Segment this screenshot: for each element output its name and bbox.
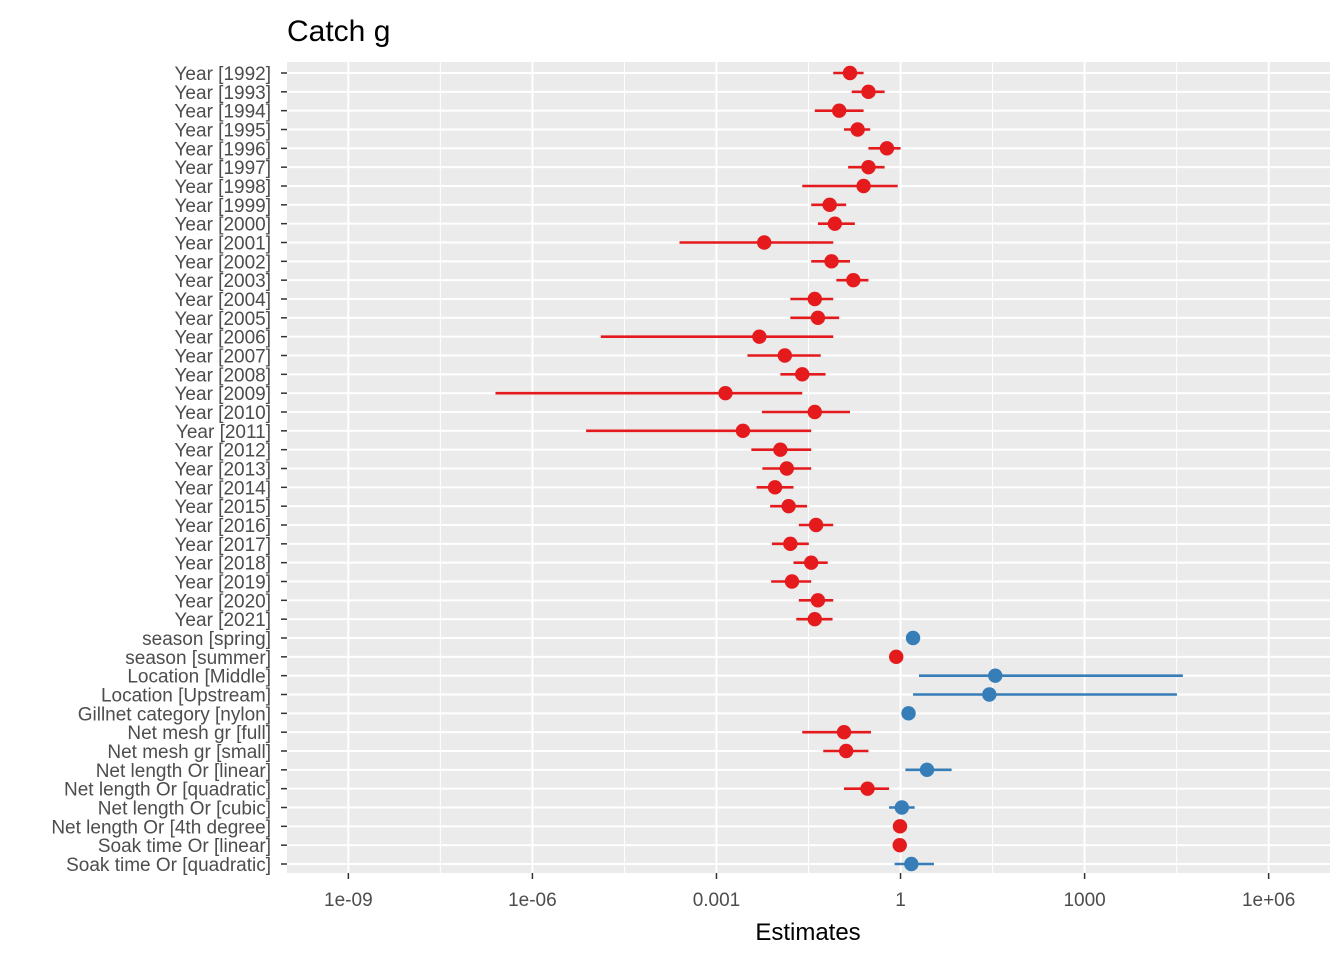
y-tick-label: Net mesh gr [full]	[127, 723, 271, 744]
estimate-point	[838, 743, 854, 759]
estimate-point	[827, 216, 843, 231]
y-tick-label: Net length Or [cubic]	[98, 799, 271, 820]
y-tick-label: Year [1997]	[175, 158, 272, 179]
estimate-point	[795, 367, 810, 382]
x-tick-label: 1e+06	[1242, 890, 1295, 911]
y-tick-label: Gillnet category [nylon]	[78, 704, 271, 725]
x-axis-title: Estimates	[755, 919, 860, 946]
y-tick-label: Location [Middle]	[127, 667, 271, 688]
chart-title: Catch g	[287, 15, 390, 48]
y-axis: Year [1992]Year [1993]Year [1994]Year [1…	[51, 64, 287, 876]
estimate-point	[988, 668, 1003, 683]
y-tick-label: Net length Or [quadratic]	[64, 780, 271, 801]
estimate-point	[807, 291, 822, 307]
y-tick-label: Year [2020]	[175, 591, 272, 612]
estimate-point	[767, 480, 783, 495]
y-tick-label: Year [2006]	[175, 328, 272, 349]
estimate-point	[888, 649, 904, 665]
estimate-point	[904, 856, 919, 872]
y-tick-label: Year [2017]	[175, 535, 272, 556]
estimate-point	[807, 404, 822, 420]
y-tick-label: Year [2002]	[175, 252, 272, 273]
estimate-point	[892, 837, 907, 853]
estimate-point	[808, 517, 824, 533]
y-tick-label: Soak time Or [linear]	[98, 836, 271, 857]
estimate-point	[905, 630, 921, 646]
estimate-point	[842, 65, 858, 81]
estimate-point	[850, 122, 865, 137]
estimate-point	[735, 423, 751, 439]
estimate-point	[861, 159, 876, 175]
estimate-point	[810, 593, 826, 608]
y-tick-label: Year [2004]	[175, 290, 272, 311]
y-tick-label: Year [2018]	[175, 554, 272, 575]
estimate-point	[836, 724, 852, 740]
y-tick-label: Year [2005]	[175, 309, 272, 330]
y-tick-label: Year [2021]	[175, 610, 272, 631]
y-tick-label: Year [2007]	[175, 347, 272, 368]
x-axis: 1e-09 1e-06 0.001 1 1000 1e+06	[324, 873, 1295, 911]
y-tick-label: Year [2013]	[175, 460, 272, 481]
y-tick-label: Year [2019]	[175, 573, 272, 594]
estimate-point	[807, 611, 822, 627]
estimate-point	[779, 461, 794, 476]
estimate-point	[718, 385, 733, 401]
estimate-point	[894, 800, 910, 815]
estimate-point	[879, 141, 895, 156]
estimate-points	[718, 65, 1003, 872]
estimate-point	[752, 329, 767, 344]
estimate-point	[783, 536, 798, 552]
y-tick-label: Year [2014]	[175, 478, 272, 499]
estimate-point	[810, 310, 826, 326]
y-tick-label: Net mesh gr [small]	[107, 742, 271, 763]
y-tick-label: Year [2003]	[175, 271, 272, 292]
y-tick-label: Year [2016]	[175, 516, 272, 537]
estimate-point	[982, 687, 997, 702]
estimate-point	[846, 272, 861, 288]
y-tick-label: Year [2000]	[175, 215, 272, 236]
estimate-point	[784, 574, 800, 589]
estimate-point	[757, 235, 772, 250]
y-tick-label: Soak time Or [quadratic]	[66, 855, 271, 876]
y-tick-label: Year [1998]	[175, 177, 272, 198]
estimate-point	[861, 84, 876, 100]
y-tick-label: Year [2009]	[175, 384, 272, 405]
y-tick-label: season [summer]	[125, 648, 271, 669]
estimate-point	[901, 706, 916, 721]
y-tick-label: Year [2008]	[175, 365, 272, 386]
y-tick-label: Year [1992]	[175, 64, 272, 85]
estimate-point	[824, 254, 839, 269]
estimate-point	[781, 498, 796, 514]
y-tick-label: Location [Upstream]	[101, 686, 271, 707]
x-tick-label: 1e-09	[324, 890, 373, 911]
y-tick-label: Year [2001]	[175, 234, 272, 255]
y-tick-label: Year [1993]	[175, 83, 272, 104]
estimate-point	[822, 197, 837, 213]
y-tick-label: Year [2010]	[175, 403, 272, 424]
x-tick-label: 0.001	[693, 890, 741, 911]
y-tick-label: Year [2011]	[176, 422, 271, 443]
x-tick-label: 1e-06	[508, 890, 557, 911]
estimate-point	[804, 555, 819, 570]
y-tick-label: Year [1995]	[175, 121, 272, 142]
estimate-point	[856, 178, 871, 194]
estimate-point	[860, 781, 875, 796]
y-tick-label: Year [1996]	[175, 139, 272, 160]
estimate-point	[831, 103, 847, 118]
y-tick-label: Year [2012]	[175, 441, 272, 462]
x-tick-label: 1000	[1063, 890, 1105, 911]
x-tick-label: 1	[895, 890, 906, 911]
estimate-point	[892, 819, 908, 834]
y-tick-label: Year [1999]	[175, 196, 272, 217]
estimate-point	[919, 762, 935, 778]
y-tick-label: Net length Or [4th degree]	[51, 817, 271, 838]
y-tick-label: Year [2015]	[175, 497, 272, 518]
y-tick-label: Year [1994]	[175, 102, 272, 123]
estimate-point	[777, 348, 793, 363]
estimate-point	[773, 442, 788, 457]
y-tick-label: Net length Or [linear]	[96, 761, 271, 782]
y-tick-label: season [spring]	[142, 629, 271, 650]
